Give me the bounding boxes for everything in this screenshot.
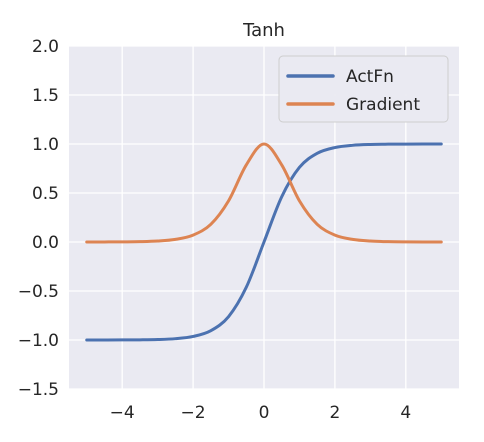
y-tick-label: 0.0 [32, 233, 59, 253]
y-tick-label: −0.5 [18, 282, 59, 302]
y-tick-label: 1.0 [32, 135, 59, 155]
series-layer [85, 142, 443, 342]
y-tick-label: −1.5 [18, 380, 59, 400]
legend: ActFn Gradient [278, 55, 449, 123]
x-tick-labels: −4 −2 0 2 4 [110, 403, 412, 423]
legend-label-actfn: ActFn [346, 67, 394, 87]
x-tick-label: −2 [181, 403, 206, 423]
y-tick-label: 1.5 [32, 86, 59, 106]
y-tick-label: 2.0 [32, 37, 59, 57]
legend-label-gradient: Gradient [346, 95, 420, 115]
x-tick-label: −4 [110, 403, 135, 423]
x-tick-label: 2 [329, 403, 340, 423]
series-line-actfn [85, 142, 443, 342]
x-tick-label: 0 [259, 403, 270, 423]
y-tick-labels: −1.5 −1.0 −0.5 0.0 0.5 1.0 1.5 2.0 [18, 37, 59, 400]
y-tick-label: 0.5 [32, 184, 59, 204]
chart-title: Tanh [242, 20, 285, 41]
x-tick-label: 4 [400, 403, 411, 423]
grid [69, 45, 459, 390]
y-tick-label: −1.0 [18, 331, 59, 351]
series-line-gradient [85, 142, 443, 244]
